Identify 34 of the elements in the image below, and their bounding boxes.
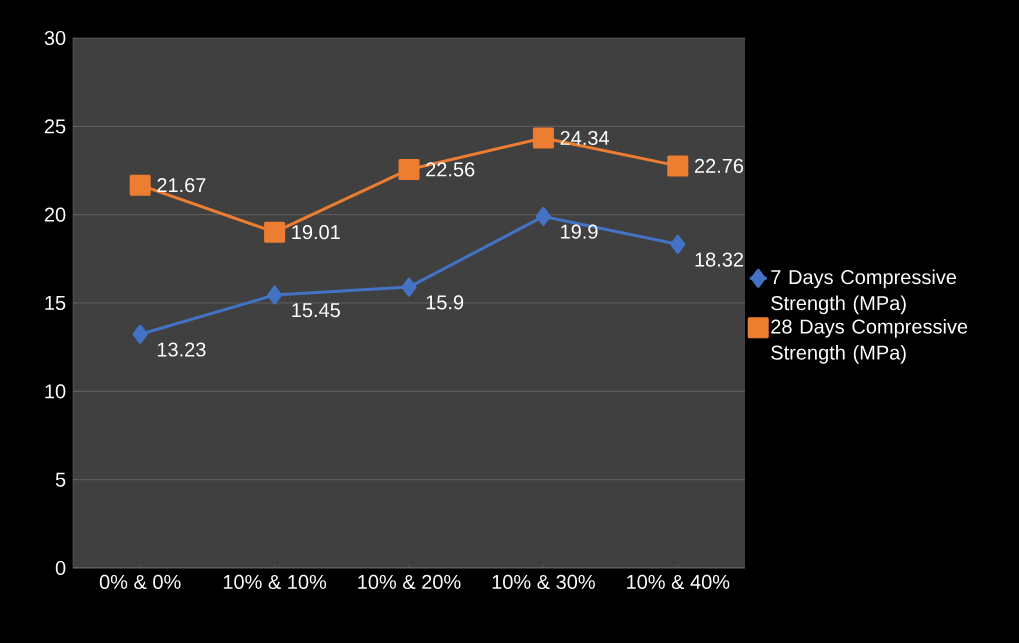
y-tick-label: 20 bbox=[44, 207, 66, 222]
y-tick-label: 15 bbox=[45, 296, 66, 310]
point bbox=[667, 155, 689, 177]
x-tick-label: 0% & 0% bbox=[99, 574, 181, 590]
data-label: 18.32 bbox=[695, 252, 744, 267]
data-label: 22.56 bbox=[426, 162, 475, 177]
x-tick-label: 10% & 40% bbox=[627, 574, 730, 590]
point bbox=[670, 234, 686, 254]
point bbox=[129, 174, 151, 196]
x-tick-label: 10% & 20% bbox=[358, 574, 461, 590]
data-label: 24.34 bbox=[560, 130, 610, 146]
data-label: 21.67 bbox=[157, 178, 206, 193]
y-tick-label: 10 bbox=[45, 384, 66, 399]
point bbox=[401, 277, 417, 297]
point bbox=[398, 158, 420, 180]
data-label: 15.45 bbox=[292, 303, 340, 318]
y-tick-label: 5 bbox=[55, 472, 66, 487]
point bbox=[267, 285, 283, 305]
point bbox=[132, 324, 148, 344]
point bbox=[532, 127, 554, 149]
data-label: 19.9 bbox=[561, 224, 598, 239]
point bbox=[535, 206, 551, 226]
data-label: 15.9 bbox=[426, 295, 464, 310]
point bbox=[264, 221, 286, 243]
y-tick-label: 0 bbox=[55, 560, 66, 576]
data-label: 19.01 bbox=[292, 225, 340, 240]
y-tick-label: 25 bbox=[44, 119, 66, 134]
x-tick-label: 10% & 10% bbox=[223, 574, 327, 590]
data-label: 13.23 bbox=[157, 342, 206, 357]
legend-label: 7 Days Compressive Strength (MPa) bbox=[771, 269, 957, 315]
x-tick-label: 10% & 30% bbox=[492, 574, 595, 590]
data-label: 22.76 bbox=[694, 158, 744, 173]
y-tick-label: 30 bbox=[44, 30, 66, 46]
legend-label: 28 Days Compressive Strength (MPa) bbox=[771, 319, 968, 364]
